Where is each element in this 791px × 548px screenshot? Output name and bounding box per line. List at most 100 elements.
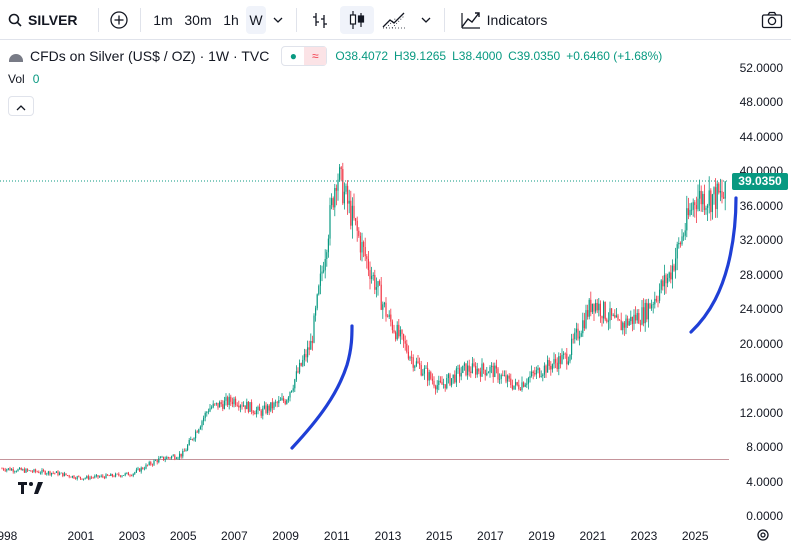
candle-body xyxy=(311,340,313,343)
candle-body xyxy=(107,474,109,476)
candle-body xyxy=(118,473,120,476)
candle-body xyxy=(697,198,699,210)
candle-body xyxy=(625,318,627,328)
price-chart[interactable] xyxy=(0,40,791,548)
candle-body xyxy=(163,456,165,461)
chart-style-dropdown[interactable] xyxy=(416,6,436,34)
candle-body xyxy=(268,405,270,411)
candle-body xyxy=(622,322,624,331)
candle-body xyxy=(569,354,571,362)
time-axis[interactable]: 1998 2001 2003 2005 2007 2009 2011 2013 2015 2017… xyxy=(0,524,729,548)
price-tick-label: 52.0000 xyxy=(739,60,783,75)
candle-body xyxy=(46,473,48,475)
candle-body xyxy=(483,363,485,370)
indicators-label: Indicators xyxy=(486,12,548,28)
candle-body xyxy=(495,365,497,369)
chart-legend: CFDs on Silver (US$ / OZ) · 1W · TVC ● ≈… xyxy=(8,44,662,68)
candle-body xyxy=(571,338,573,355)
candle-body xyxy=(553,359,555,365)
candle-body xyxy=(695,205,697,210)
candle-body xyxy=(588,299,590,317)
candle-body xyxy=(716,183,718,210)
candle-body xyxy=(180,453,182,457)
candle-body xyxy=(243,405,245,407)
candle-body xyxy=(159,457,161,459)
candle-body xyxy=(295,371,297,380)
delayed-data-icon: ≈ xyxy=(304,47,327,65)
candle-body xyxy=(275,402,277,404)
time-tick-label: 2007 xyxy=(221,529,248,543)
timeframe-30m[interactable]: 30m xyxy=(184,12,212,28)
timeframe-w[interactable]: W xyxy=(246,6,266,34)
indicators-button[interactable]: Indicators xyxy=(456,6,552,34)
candle-body xyxy=(150,462,152,465)
screenshot-button[interactable] xyxy=(758,6,786,34)
axis-settings-button[interactable] xyxy=(755,527,771,543)
candle-body xyxy=(244,405,246,410)
candle-body xyxy=(711,194,713,213)
candle-body xyxy=(500,374,502,379)
candle-body xyxy=(51,472,53,475)
candle-body xyxy=(100,475,102,477)
candle-body xyxy=(700,190,702,205)
candle-body xyxy=(94,476,96,478)
time-tick-label: 1998 xyxy=(0,529,18,543)
candle-body xyxy=(332,198,334,208)
candle-body xyxy=(649,303,651,309)
candle-body xyxy=(587,310,589,317)
line-style-button[interactable] xyxy=(380,6,408,34)
tradingview-logo-icon[interactable] xyxy=(18,480,44,501)
timeframe-1m[interactable]: 1m xyxy=(153,12,173,28)
candle-body xyxy=(337,179,339,191)
candle-body xyxy=(385,302,387,317)
candle-body xyxy=(659,289,661,301)
candle-body xyxy=(121,475,123,477)
collapse-legend-button[interactable] xyxy=(8,96,34,116)
candle-body xyxy=(241,405,243,407)
candle-body xyxy=(684,230,686,236)
candle-body xyxy=(407,351,409,359)
candle-body xyxy=(63,473,65,477)
candle-body xyxy=(75,478,77,479)
candle-body xyxy=(438,380,440,385)
candle-body xyxy=(406,343,408,352)
candle-body xyxy=(644,302,646,324)
last-price-label: 39.0350 xyxy=(732,173,788,190)
candle-body xyxy=(153,460,155,465)
candle-body xyxy=(251,402,253,412)
candle-body xyxy=(380,284,382,310)
candle-body xyxy=(278,400,280,404)
candle-body xyxy=(643,307,645,324)
candle-body xyxy=(575,328,577,333)
bar-style-button[interactable] xyxy=(306,6,334,34)
candle-body xyxy=(471,363,473,373)
candle-body xyxy=(548,360,550,366)
candle-body xyxy=(564,353,566,355)
add-compare-button[interactable] xyxy=(106,6,132,34)
symbol-search[interactable]: SILVER xyxy=(8,6,78,34)
volume-value: 0 xyxy=(32,72,40,86)
symbol-title[interactable]: CFDs on Silver (US$ / OZ) · 1W · TVC xyxy=(30,48,270,64)
candles-icon xyxy=(349,11,365,29)
candle-body xyxy=(694,202,696,206)
timeframe-1h[interactable]: 1h xyxy=(223,12,239,28)
candle-body xyxy=(681,236,683,245)
candle-body xyxy=(327,238,329,253)
candle-body xyxy=(369,270,371,280)
candle-body xyxy=(303,353,305,360)
candle-body xyxy=(598,303,600,311)
candle-body xyxy=(591,303,593,313)
status-pill[interactable]: ● ≈ xyxy=(281,46,328,66)
candle-body xyxy=(110,474,112,476)
candle-body xyxy=(41,469,43,473)
candle-body xyxy=(479,371,481,377)
candle-body xyxy=(211,407,213,409)
candle-body xyxy=(87,476,89,480)
candle-body xyxy=(270,402,272,411)
candle-body xyxy=(462,365,464,373)
timeframe-dropdown[interactable] xyxy=(268,6,288,34)
candles-style-button[interactable] xyxy=(340,6,374,34)
candle-body xyxy=(715,187,717,210)
candle-body xyxy=(707,205,709,208)
price-axis[interactable]: 52.0000 48.0000 44.0000 40.0000 36.0000 32.00… xyxy=(729,40,791,524)
